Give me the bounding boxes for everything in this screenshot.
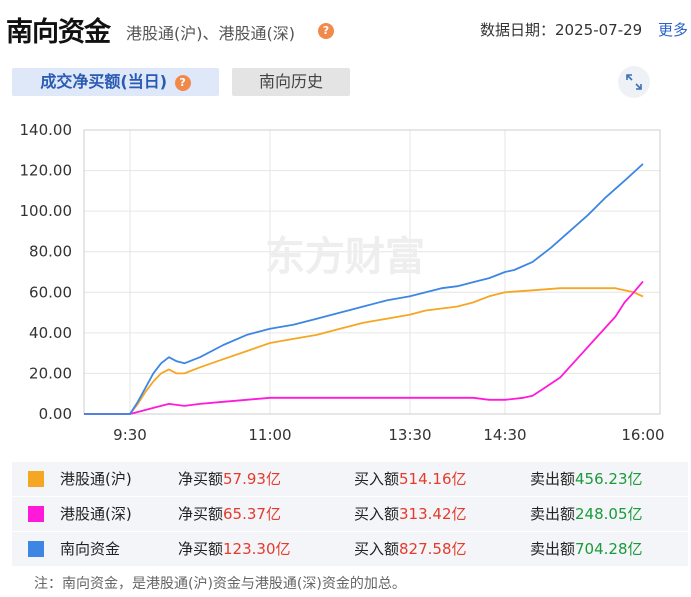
help-icon[interactable]: ?: [318, 23, 334, 39]
legend-row-sgt: 港股通(深) 净买额65.37亿 买入额313.42亿 卖出额248.05亿: [12, 497, 688, 531]
line-total: [84, 163, 644, 415]
date-label: 数据日期：: [480, 21, 556, 39]
legend-buy: 买入额827.58亿: [354, 540, 467, 558]
legend-net: 净买额123.30亿: [178, 540, 291, 558]
legend-sell: 卖出额704.28亿: [530, 540, 643, 558]
legend-swatch-hgt: [28, 471, 44, 487]
legend-table: 港股通(沪) 净买额57.93亿 买入额514.16亿 卖出额456.23亿 港…: [12, 462, 688, 567]
y-tick-label: 20.00: [29, 364, 72, 382]
help-icon[interactable]: ?: [174, 74, 191, 91]
legend-swatch-total: [28, 541, 44, 557]
expand-button[interactable]: [618, 66, 650, 98]
tab-net-buy-today[interactable]: 成交净买额(当日) ?: [12, 68, 219, 96]
more-link[interactable]: 更多: [658, 21, 689, 39]
y-tick-label: 120.00: [20, 162, 73, 180]
line-sgt: [84, 280, 644, 415]
data-date: 数据日期：2025-07-29: [480, 19, 642, 40]
legend-name: 港股通(深): [60, 505, 132, 523]
flow-chart: 东方财富 0.00 20.00 40.00 60.00 80.00 100.00 120.0…: [20, 121, 665, 444]
expand-icon: [626, 74, 642, 90]
x-tick-label: 13:30: [388, 426, 431, 444]
legend-row-total: 南向资金 净买额123.30亿 买入额827.58亿 卖出额704.28亿: [12, 532, 688, 566]
page-header: 南向资金 港股通(沪)、港股通(深) ? 数据日期：2025-07-29 更多: [0, 0, 691, 56]
legend-sell: 卖出额248.05亿: [530, 505, 643, 523]
x-tick-label: 16:00: [621, 426, 664, 444]
watermark: 东方财富: [265, 234, 425, 280]
legend-net: 净买额65.37亿: [178, 505, 281, 523]
legend-buy: 买入额313.42亿: [354, 505, 467, 523]
y-tick-label: 100.00: [20, 202, 73, 220]
legend-sell: 卖出额456.23亿: [530, 470, 643, 488]
tab-label: 南向历史: [258, 72, 323, 91]
y-tick-label: 60.00: [29, 283, 72, 301]
x-tick-label: 14:30: [483, 426, 526, 444]
plot-border: [83, 129, 661, 415]
y-tick-label: 140.00: [20, 121, 73, 139]
page-title: 南向资金: [6, 17, 111, 48]
tab-southbound-history[interactable]: 南向历史: [232, 68, 350, 96]
tab-label: 成交净买额(当日): [40, 72, 168, 91]
legend-name: 港股通(沪): [60, 470, 132, 488]
x-tick-label: 9:30: [113, 426, 147, 444]
legend-row-hgt: 港股通(沪) 净买额57.93亿 买入额514.16亿 卖出额456.23亿: [12, 462, 688, 496]
y-tick-label: 0.00: [39, 405, 72, 423]
footnote: 注：南向资金，是港股通(沪)资金与港股通(深)资金的加总。: [34, 576, 406, 592]
line-hgt: [84, 287, 644, 415]
page-subtitle: 港股通(沪)、港股通(深): [126, 24, 295, 43]
legend-name: 南向资金: [60, 540, 121, 558]
y-tick-label: 40.00: [29, 324, 72, 342]
legend-swatch-sgt: [28, 506, 44, 522]
date-value: 2025-07-29: [555, 21, 643, 39]
x-tick-label: 11:00: [248, 426, 291, 444]
legend-buy: 买入额514.16亿: [354, 470, 467, 488]
y-tick-label: 80.00: [29, 243, 72, 261]
legend-net: 净买额57.93亿: [178, 470, 281, 488]
